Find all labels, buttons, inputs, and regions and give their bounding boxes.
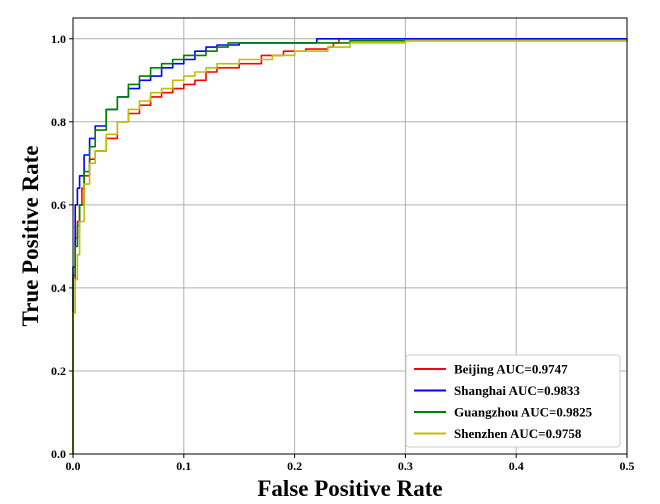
legend-label: Shenzhen AUC=0.9758 <box>454 426 582 441</box>
y-tick-label: 0.6 <box>51 198 66 212</box>
x-tick-label: 0.1 <box>176 459 191 473</box>
x-tick-label: 0.2 <box>287 459 302 473</box>
tick-layer: 0.0 0.1 0.2 0.3 0.4 0.5 0.0 0.2 0.4 0.6 0.8 1.0 <box>51 32 635 473</box>
x-axis-title: False Positive Rate <box>257 476 442 501</box>
roc-curve-3 <box>72 38 628 454</box>
y-tick-label: 0.4 <box>51 281 66 295</box>
roc-curve-4 <box>72 38 628 454</box>
legend-box <box>405 354 621 448</box>
series-layer <box>72 38 628 454</box>
legend: Beijing AUC=0.9747 Shanghai AUC=0.9833 Gua… <box>405 354 621 448</box>
y-axis-title: True Positive Rate <box>18 146 43 327</box>
y-tick-label: 0.0 <box>51 447 66 461</box>
legend-label: Guangzhou AUC=0.9825 <box>454 405 593 420</box>
y-tick-label: 0.8 <box>51 115 66 129</box>
legend-label: Shanghai AUC=0.9833 <box>454 383 580 398</box>
y-tick-label: 1.0 <box>51 32 66 46</box>
legend-label: Beijing AUC=0.9747 <box>454 362 568 377</box>
x-tick-label: 0.4 <box>509 459 524 473</box>
x-tick-label: 0.5 <box>620 459 635 473</box>
x-tick-label: 0.0 <box>66 459 81 473</box>
plot-frame <box>72 17 628 455</box>
x-tick-label: 0.3 <box>398 459 413 473</box>
roc-curve-1 <box>72 38 627 454</box>
y-tick-label: 0.2 <box>51 364 66 378</box>
